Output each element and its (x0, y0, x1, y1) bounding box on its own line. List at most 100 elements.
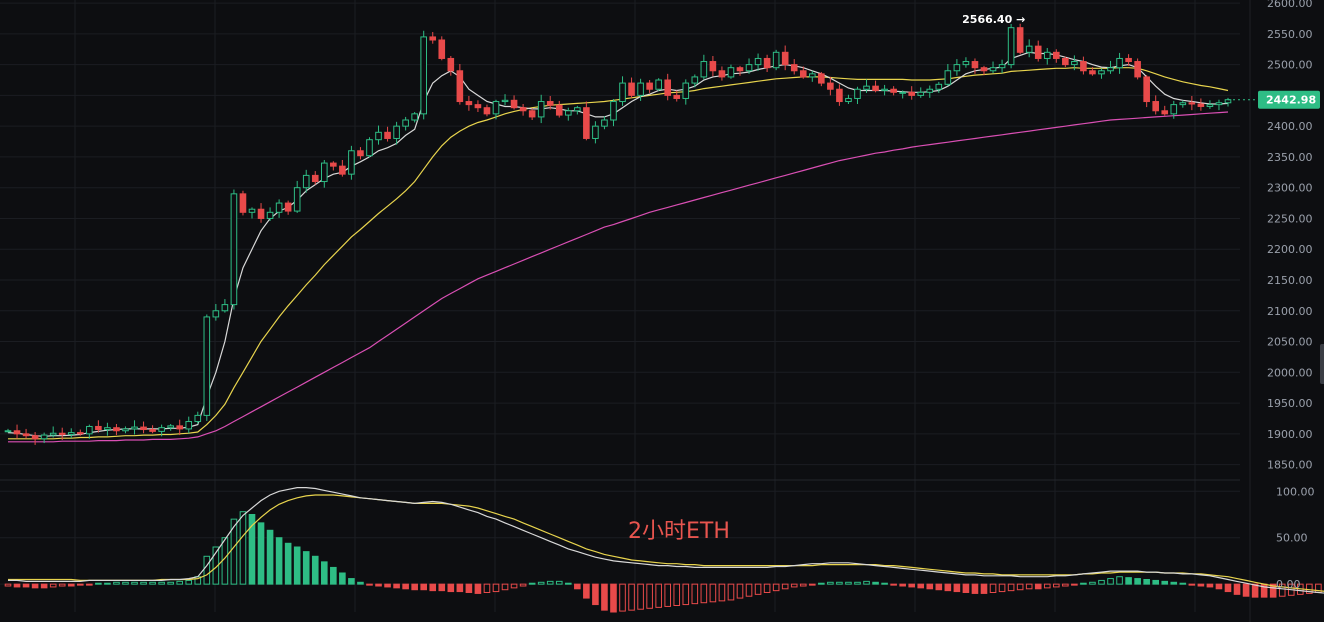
candle (854, 86, 861, 104)
candle-body (1134, 61, 1141, 78)
candle (528, 108, 536, 120)
histogram-bar (781, 583, 789, 590)
candle-body (528, 110, 536, 118)
candle-body (980, 67, 988, 72)
candle-body (827, 82, 834, 90)
candle-body (890, 88, 897, 93)
candle (899, 90, 906, 99)
candle-body (601, 119, 608, 127)
candle (311, 171, 319, 185)
histogram-bar (149, 581, 156, 585)
candle (772, 49, 780, 71)
candle (501, 94, 509, 106)
histogram-bar (583, 583, 590, 599)
histogram-bar (1251, 583, 1259, 598)
histogram-bar (212, 546, 220, 585)
candle (320, 160, 328, 188)
candle-body (944, 70, 952, 85)
candle-body (275, 202, 283, 213)
histogram-bar (248, 514, 256, 585)
price-axis[interactable]: 2600.002550.002500.002450.002400.002350.… (1267, 0, 1315, 591)
candle (330, 161, 337, 171)
histogram-bar (492, 583, 500, 593)
histogram-bar (266, 529, 274, 585)
candle-body (293, 187, 301, 212)
candle (818, 72, 825, 87)
candle-body (1034, 45, 1042, 59)
candle (564, 107, 572, 121)
histogram-bar (122, 581, 129, 585)
histogram-bar (1089, 581, 1096, 585)
histogram-bar (1179, 582, 1187, 585)
price-tick-label: 1900.00 (1267, 428, 1313, 441)
candle-body (194, 414, 202, 423)
candle (1134, 58, 1141, 80)
candle-body (31, 435, 39, 440)
candle (167, 424, 174, 431)
histogram-bar (31, 583, 39, 589)
indicator-pane[interactable] (4, 487, 1324, 613)
high-price-annotation: 2566.40 → (962, 13, 1025, 26)
candle (366, 137, 373, 158)
candle-body (682, 82, 690, 99)
candle-body (736, 67, 744, 72)
histogram-bar (76, 583, 84, 586)
candle (745, 58, 753, 74)
price-pane[interactable] (4, 23, 1232, 445)
candle-body (1188, 102, 1196, 105)
candle (628, 77, 635, 98)
histogram-bar (185, 579, 193, 585)
candle-body (971, 61, 979, 69)
histogram-bar (510, 583, 518, 589)
candle (194, 411, 202, 424)
candle-body (718, 70, 726, 78)
candle-body (49, 432, 57, 436)
histogram-bar (1215, 583, 1223, 590)
candle (122, 426, 129, 434)
candle (1161, 105, 1169, 116)
candle (619, 76, 626, 106)
candle-body (230, 193, 238, 306)
candle-body (917, 91, 925, 96)
histogram-bar (1269, 583, 1277, 598)
candle (537, 94, 545, 124)
candle (664, 73, 672, 101)
histogram-bar (854, 581, 861, 585)
candle (275, 199, 283, 218)
candle-body (673, 94, 681, 99)
candle-body (998, 64, 1006, 69)
candle-body (311, 174, 319, 183)
grid-lines (0, 0, 1251, 622)
candle-body (1116, 57, 1123, 69)
candle-body (465, 101, 473, 106)
panel-resize-handle[interactable] (1320, 344, 1324, 384)
candle-body (67, 432, 75, 435)
histogram-bar (131, 581, 138, 585)
candle (67, 428, 75, 439)
candle-body (592, 125, 599, 139)
histogram-bar (320, 561, 328, 585)
histogram-bar (953, 583, 961, 593)
candle-body (330, 162, 337, 167)
candle-body (646, 82, 653, 90)
candle (781, 45, 789, 71)
candle (881, 84, 888, 96)
candle-body (1107, 67, 1114, 72)
candle (510, 95, 518, 110)
candle-body (899, 91, 906, 94)
candle-body (4, 430, 12, 433)
indicator-fast-line (8, 487, 1324, 594)
candle-body (935, 83, 943, 90)
candle-body (610, 101, 617, 121)
histogram-bar (366, 583, 373, 586)
histogram-bar (203, 555, 211, 585)
candle-body (104, 427, 111, 431)
candle (519, 104, 527, 116)
candle-body (1215, 102, 1223, 106)
candle (754, 53, 762, 71)
histogram-bar (1197, 583, 1205, 587)
candle (1007, 24, 1015, 69)
candle-body (95, 425, 102, 431)
candle (293, 180, 301, 213)
